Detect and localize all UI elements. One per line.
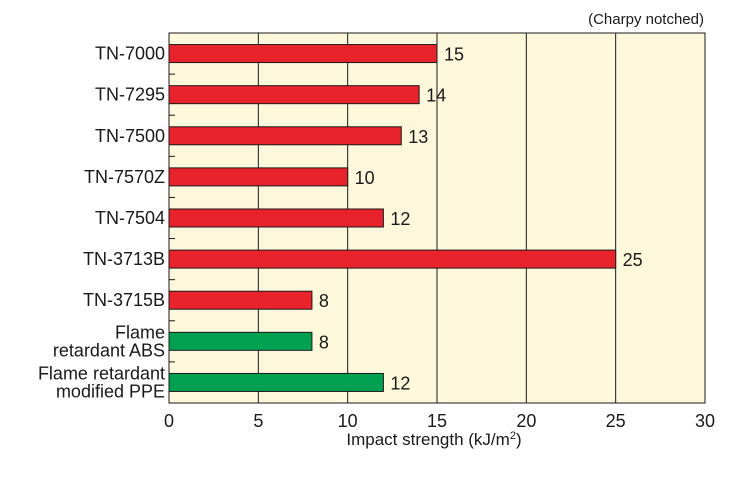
- bar-value-label: 25: [623, 250, 643, 270]
- bars: [168, 44, 617, 392]
- bar-value-label: 8: [319, 332, 329, 352]
- category-label: TN-7000: [95, 44, 165, 64]
- bar: [168, 44, 438, 64]
- category-label: Flame retardant ABS: [53, 322, 165, 360]
- category-label: TN-3713B: [83, 249, 165, 269]
- category-label: TN-7500: [95, 126, 165, 146]
- y-axis-ticks: [169, 32, 175, 404]
- bar-value-label: 12: [390, 373, 410, 393]
- bar: [168, 372, 384, 392]
- category-label: TN-7295: [95, 85, 165, 105]
- bar-value-label: 15: [444, 45, 464, 65]
- bar: [168, 331, 313, 351]
- bar-value-label: 13: [408, 127, 428, 147]
- category-labels: TN-7000 TN-7295 TN-7500 TN-7570Z TN-7504 TN-3…: [38, 44, 165, 402]
- value-labels: 15 14 13 10 12 25 8 8 12: [319, 45, 643, 394]
- category-label: TN-3715B: [83, 290, 165, 310]
- category-label: TN-7504: [95, 208, 165, 228]
- x-tick-label: 10: [338, 411, 358, 431]
- x-tick-label: 15: [427, 411, 447, 431]
- bar-value-label: 14: [426, 86, 446, 106]
- category-label: Flame retardant modified PPE: [38, 363, 165, 401]
- bar-value-label: 10: [355, 168, 375, 188]
- x-tick-label: 0: [164, 411, 174, 431]
- bar: [168, 167, 349, 187]
- x-tick-label: 25: [606, 411, 626, 431]
- bar: [168, 290, 313, 310]
- bar: [168, 249, 617, 269]
- x-tick-label: 30: [695, 411, 715, 431]
- bar: [168, 85, 420, 105]
- x-axis-label: Impact strength (kJ/m2): [346, 430, 521, 449]
- bar: [168, 208, 384, 228]
- chart-annotation: (Charpy notched): [588, 11, 704, 28]
- category-label: TN-7570Z: [84, 167, 165, 187]
- x-axis-tick-labels: 0 5 10 15 20 25 30: [164, 411, 715, 431]
- bar-value-label: 8: [319, 291, 329, 311]
- bar: [168, 126, 402, 146]
- x-tick-label: 20: [516, 411, 536, 431]
- x-tick-label: 5: [253, 411, 263, 431]
- bar-value-label: 12: [390, 209, 410, 229]
